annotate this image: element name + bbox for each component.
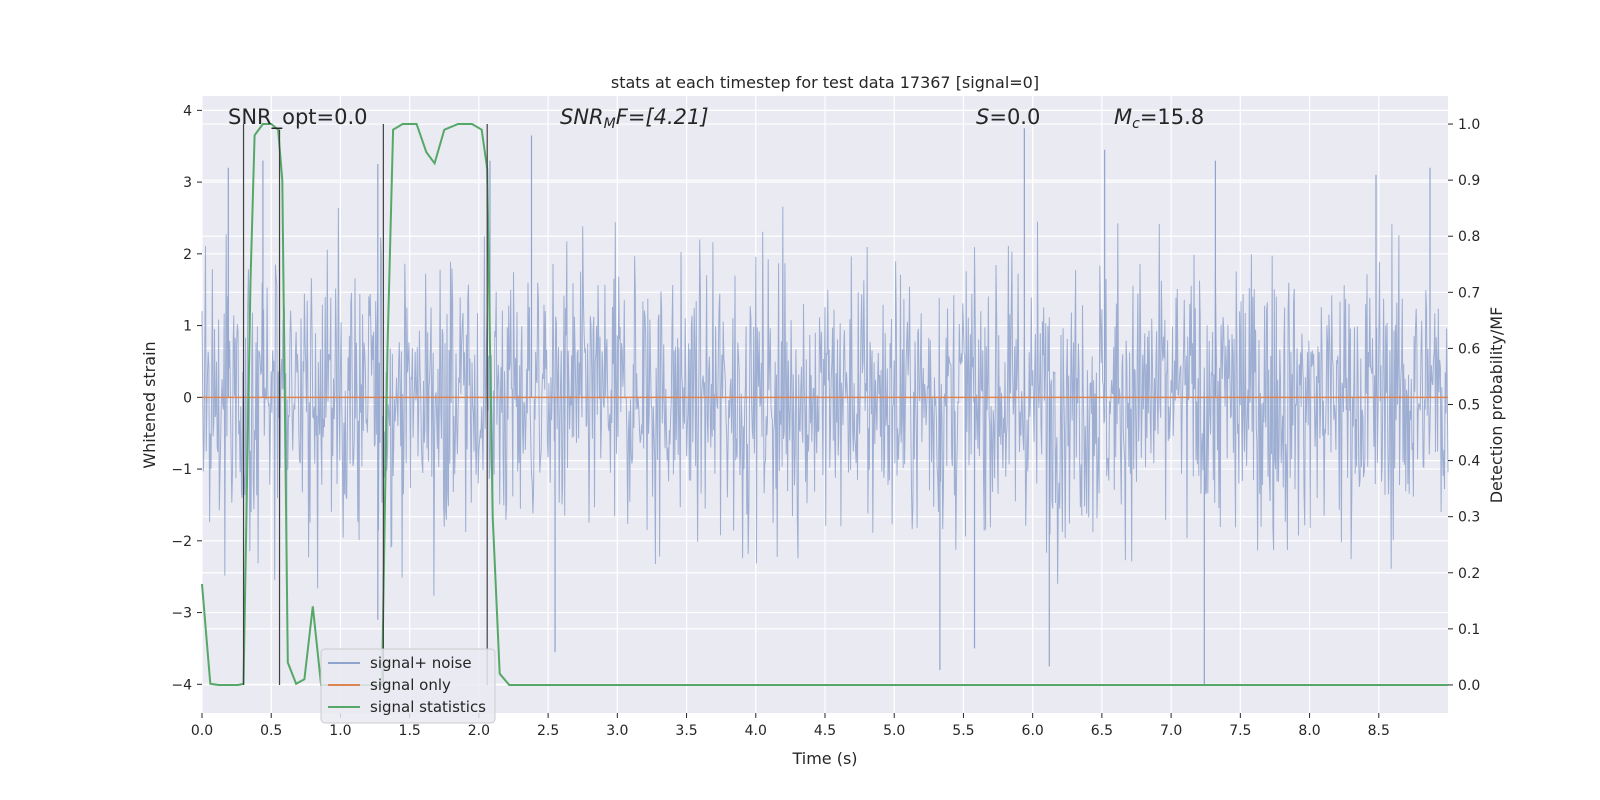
- y-right-tick-label: 0.8: [1458, 229, 1480, 245]
- annotation-snr-mf-rest: F=[4.21]: [616, 105, 709, 129]
- x-axis-ticks: 0.0 0.5 1.0 1.5 2.0 2.5 3.0 3.5 4.0 4.5 5.0 5.5 6.0 6…: [191, 713, 1390, 739]
- y-left-tick-label: 2: [183, 247, 192, 263]
- x-axis-label: Time (s): [791, 749, 857, 768]
- y-right-tick-label: 0.3: [1458, 510, 1480, 526]
- y-right-tick-label: 0.1: [1458, 622, 1480, 638]
- y-right-axis-ticks: 0.0 0.1 0.2 0.3 0.4 0.5 0.6 0.7 0.8 0.9 1.0: [1448, 117, 1480, 694]
- vertical-markers: [242, 124, 488, 685]
- x-tick-label: 4.5: [814, 723, 836, 739]
- legend-label-statistics: signal statistics: [370, 698, 486, 716]
- y-left-tick-label: −1: [171, 462, 192, 478]
- x-tick-label: 8.0: [1298, 723, 1320, 739]
- x-tick-label: 0.5: [260, 723, 282, 739]
- x-tick-label: 4.0: [745, 723, 767, 739]
- x-tick-label: 6.5: [1091, 723, 1113, 739]
- annotation-mc-main: M: [1114, 105, 1132, 129]
- x-tick-label: 5.0: [883, 723, 905, 739]
- x-tick-label: 2.0: [468, 723, 490, 739]
- x-tick-label: 7.0: [1160, 723, 1182, 739]
- x-tick-label: 2.5: [537, 723, 559, 739]
- legend: signal+ noise signal only signal statist…: [320, 648, 496, 724]
- annotation-snr-opt: SNR_opt=0.0: [228, 105, 368, 130]
- annotation-s-rest: =0.0: [989, 105, 1040, 129]
- legend-label-signal-only: signal only: [370, 676, 451, 694]
- y-left-tick-label: 1: [183, 319, 192, 335]
- annotation-snr-mf-sub: M: [604, 116, 616, 132]
- y-right-tick-label: 0.5: [1458, 398, 1480, 414]
- y-left-axis-ticks: −4 −3 −2 −1 0 1 2 3 4: [171, 103, 202, 693]
- x-tick-label: 8.5: [1368, 723, 1390, 739]
- x-tick-label: 7.5: [1229, 723, 1251, 739]
- annotation-mc: Mc=15.8: [1114, 105, 1204, 132]
- y-left-tick-label: 3: [183, 175, 192, 191]
- legend-label-noise: signal+ noise: [370, 654, 472, 672]
- legend-box: [320, 648, 496, 724]
- y-right-tick-label: 0.6: [1458, 341, 1480, 357]
- y-right-tick-label: 0.4: [1458, 454, 1480, 470]
- annotation-mc-sub: c: [1132, 116, 1140, 132]
- y-left-tick-label: 0: [183, 390, 192, 406]
- noise-trace: [201, 206, 1449, 596]
- annotation-snr-mf-main: SNR: [560, 105, 604, 129]
- chart-title: stats at each timestep for test data 173…: [611, 73, 1039, 92]
- annotation-snr-mf: SNRMF=[4.21]: [560, 105, 709, 132]
- x-tick-label: 6.0: [1022, 723, 1044, 739]
- annotation-s-main: S: [976, 105, 989, 129]
- annotation-s: S=0.0: [976, 105, 1040, 129]
- y-right-tick-label: 0.7: [1458, 285, 1480, 301]
- y-left-axis-label: Whitened strain: [140, 341, 159, 468]
- y-right-tick-label: 0.9: [1458, 173, 1480, 189]
- annotation-mc-rest: =15.8: [1140, 105, 1204, 129]
- y-right-axis-label: Detection probability/MF: [1487, 307, 1506, 504]
- y-right-tick-label: 0.2: [1458, 566, 1480, 582]
- y-left-tick-label: −3: [171, 606, 192, 622]
- x-tick-label: 5.5: [952, 723, 974, 739]
- x-tick-label: 1.0: [329, 723, 351, 739]
- x-tick-label: 3.5: [675, 723, 697, 739]
- x-tick-label: 0.0: [191, 723, 213, 739]
- x-tick-label: 3.0: [606, 723, 628, 739]
- y-left-tick-label: −4: [171, 677, 192, 693]
- y-left-tick-label: 4: [183, 103, 192, 119]
- y-left-tick-label: −2: [171, 534, 192, 550]
- y-right-tick-label: 0.0: [1458, 678, 1480, 694]
- x-tick-label: 1.5: [399, 723, 421, 739]
- y-right-tick-label: 1.0: [1458, 117, 1480, 133]
- noise-series: [201, 128, 1449, 685]
